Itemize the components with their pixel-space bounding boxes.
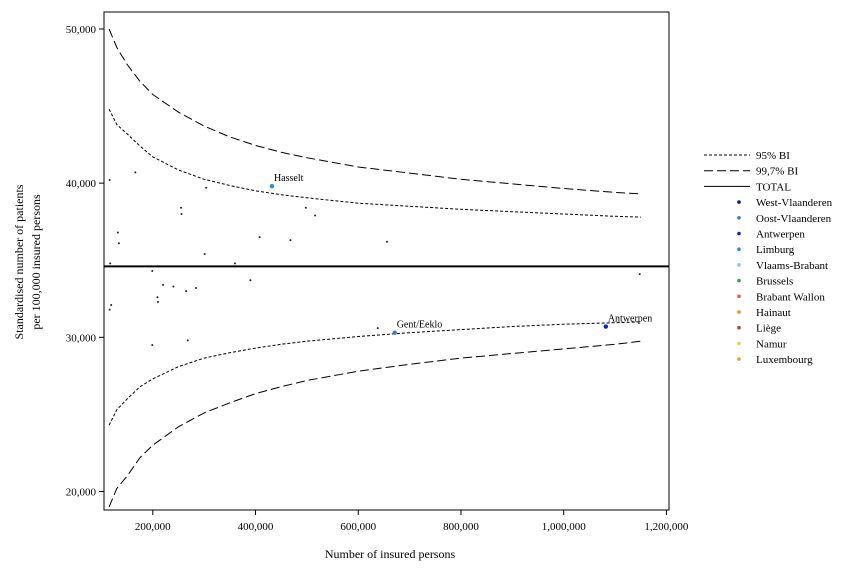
point-label: Gent/Eeklo (397, 320, 443, 331)
y-tick-label: 20,000 (66, 486, 97, 498)
x-tick-label: 800,000 (443, 521, 479, 533)
legend-marker (737, 294, 741, 299)
y-tick-label: 30,000 (66, 332, 97, 344)
x-tick-label: 600,000 (340, 521, 376, 533)
lower-95-bound-line (108, 321, 641, 426)
legend-label: Hainaut (756, 307, 791, 319)
data-point (185, 290, 188, 293)
data-point (258, 236, 261, 239)
data-point (194, 286, 197, 289)
x-axis-label: Number of insured persons (325, 547, 456, 561)
data-point (186, 339, 189, 342)
legend-marker (737, 357, 741, 361)
data-point (109, 262, 112, 265)
legend-label: Limburg (756, 244, 795, 256)
data-point (249, 279, 252, 282)
data-point (108, 179, 111, 182)
x-tick-label: 200,000 (135, 521, 171, 533)
point-label: Hasselt (274, 173, 304, 184)
x-axis: 200,000 400,000 600,000 800,000 1,000,000 1,2… (135, 510, 689, 533)
y-tick-label: 40,000 (66, 178, 97, 190)
data-point (156, 300, 159, 303)
point-label: Antwerpen (608, 314, 652, 325)
y-axis-label-line-2: per 100,000 insured persons (29, 194, 43, 330)
legend-marker (737, 278, 741, 283)
x-tick-label: 1,200,000 (644, 521, 689, 533)
data-point (162, 283, 165, 286)
data-point (180, 212, 183, 215)
legend-label: Brussels (756, 276, 793, 288)
data-point (203, 253, 206, 256)
data-point (314, 214, 317, 217)
x-tick-label: 1,000,000 (542, 521, 587, 533)
legend: 95% BI 99,7% BI TOTAL West-Vlaanderen Oost-V… (704, 150, 833, 366)
data-point (108, 308, 111, 311)
legend-marker (737, 231, 741, 236)
data-point (386, 240, 389, 243)
y-axis: 20,000 30,000 40,000 50,000 (66, 24, 104, 498)
y-tick-label: 50,000 (66, 24, 97, 36)
upper-997-bound-line (108, 28, 641, 195)
data-point (304, 206, 307, 209)
data-points: Hasselt Gent/Eeklo Antwerpen (108, 171, 652, 347)
data-point (110, 303, 113, 306)
y-axis-label-line-1: Standardised number of patients (12, 184, 26, 339)
legend-label: Brabant Wallon (756, 291, 825, 303)
legend-label: Luxembourg (756, 354, 813, 366)
legend-marker (737, 200, 741, 204)
data-point (117, 242, 120, 245)
legend-marker (737, 325, 741, 330)
legend-marker (737, 216, 741, 220)
data-point (289, 239, 292, 242)
upper-95-bound-line (108, 108, 641, 218)
highlighted-point (603, 324, 609, 329)
legend-label: Antwerpen (756, 229, 805, 241)
data-point (233, 262, 236, 265)
data-point (151, 270, 154, 273)
lower-997-bound-line (108, 340, 641, 508)
highlighted-point (392, 330, 397, 335)
legend-label: West-Vlaanderen (756, 197, 833, 209)
legend-marker (737, 263, 741, 267)
data-point (134, 171, 137, 174)
legend-marker (737, 247, 741, 251)
highlighted-point (269, 184, 275, 189)
legend-label: 95% BI (756, 150, 790, 162)
data-point (116, 231, 119, 234)
confidence-bounds (104, 28, 669, 508)
legend-label: Vlaams-Brabant (756, 260, 828, 272)
legend-label: 99,7% BI (756, 166, 799, 178)
data-point (172, 285, 175, 288)
legend-marker (737, 341, 741, 346)
legend-label: Liège (756, 323, 781, 335)
legend-label: TOTAL (756, 181, 791, 193)
x-tick-label: 400,000 (238, 521, 274, 533)
legend-marker (737, 310, 741, 314)
data-point (376, 327, 379, 330)
plot-frame (103, 11, 670, 511)
data-point (638, 273, 641, 276)
data-point (205, 186, 208, 189)
data-point (151, 344, 154, 347)
legend-label: Oost-Vlaanderen (756, 213, 832, 225)
legend-label: Namur (756, 338, 787, 350)
data-point (156, 296, 159, 299)
data-point (180, 206, 183, 209)
